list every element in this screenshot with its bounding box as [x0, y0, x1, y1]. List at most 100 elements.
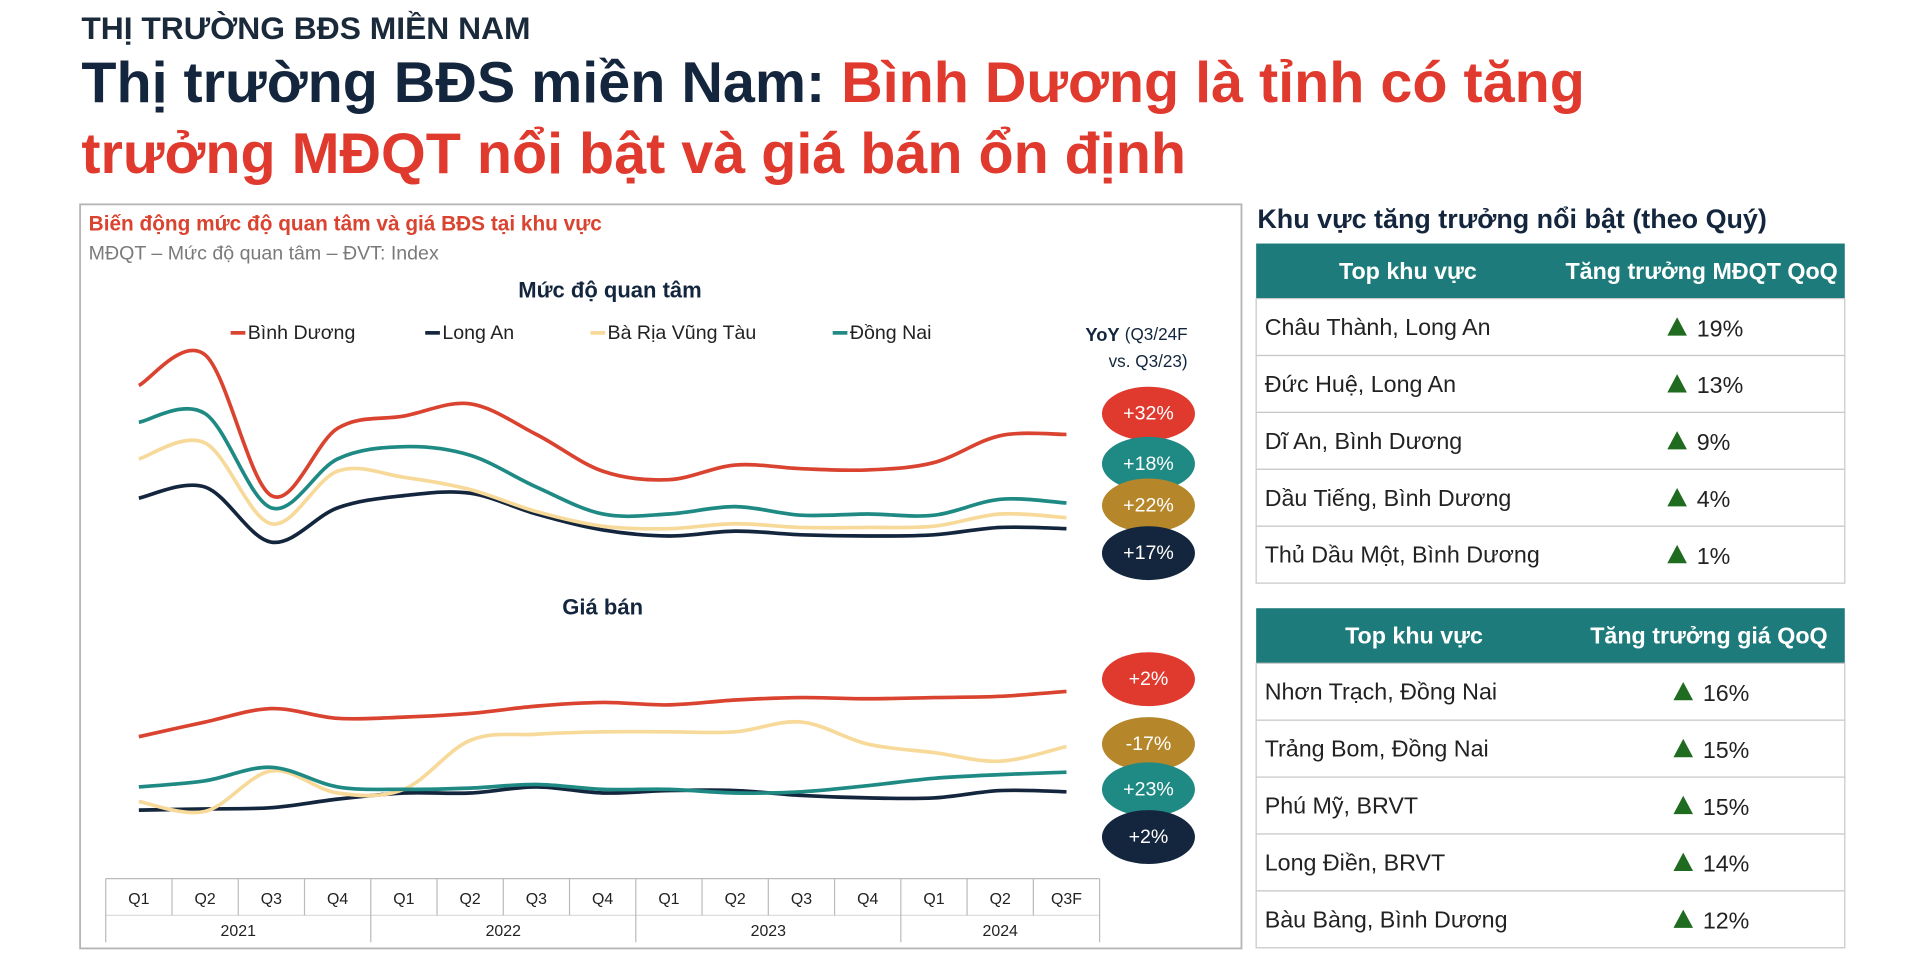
yoy-header-label: YoY: [1085, 324, 1119, 345]
x-tick-label: Q4: [327, 891, 348, 908]
x-tick-label: Q1: [393, 891, 414, 908]
x-tick-label: Q4: [592, 891, 613, 908]
yoy-label: +17%: [1123, 542, 1174, 564]
yoy-label: +2%: [1129, 826, 1169, 848]
yoy-badge: [1101, 762, 1195, 817]
table-header-cell: Tăng trưởng MĐQT QoQ: [1565, 258, 1837, 284]
table-row: [1255, 890, 1846, 949]
panel-frame: [79, 203, 1243, 950]
table-row: [1255, 297, 1846, 357]
table-header: [1256, 608, 1845, 664]
title: Thị trường BĐS miền Nam: Bình Dương là t…: [81, 51, 1585, 115]
x-tick-label: Q2: [460, 891, 481, 908]
yoy-header-note: vs. Q3/23): [1109, 351, 1188, 371]
kicker: THỊ TRƯỜNG BĐS MIỀN NAM: [81, 10, 530, 46]
table-row: [1255, 354, 1846, 414]
title-part: Thị trường BĐS miền Nam:: [81, 51, 841, 115]
table-header-cell: Top khu vực: [1345, 623, 1483, 649]
table-cell: Dầu Tiếng, Bình Dương: [1265, 485, 1512, 511]
table-header: [1256, 243, 1845, 299]
series-line: [138, 689, 1067, 739]
title-part: Bình Dương là tỉnh có tăng: [841, 51, 1585, 115]
up-triangle: [1667, 317, 1687, 336]
yoy-label: +22%: [1123, 494, 1174, 516]
up-triangle: [1667, 374, 1687, 393]
table-header-cell: Top khu vực: [1339, 258, 1477, 284]
table-cell: Trảng Bom, Đồng Nai: [1265, 736, 1489, 762]
x-tick-label: Q3: [526, 891, 547, 908]
yoy-badge: [1101, 436, 1195, 491]
chart-title: Mức độ quan tâm: [518, 278, 702, 303]
table-cell: Bàu Bàng, Bình Dương: [1265, 906, 1508, 932]
yoy-header: YoY (Q3/24F: [1085, 324, 1187, 345]
x-tick-label: Q3F: [1051, 891, 1082, 908]
table-row: [1255, 468, 1846, 527]
series-line: [138, 785, 1067, 812]
table-cell: Nhơn Trạch, Đồng Nai: [1265, 679, 1497, 705]
legend-label: Bà Rịa Vũng Tàu: [608, 322, 757, 344]
x-tick-label: Q2: [195, 891, 216, 908]
up-triangle: [1673, 738, 1694, 758]
x-tick-label: Q1: [128, 891, 149, 908]
x-group-label: 2023: [751, 923, 787, 940]
x-tick-label: Q3: [791, 891, 812, 908]
panel-title: Biến động mức độ quan tâm và giá BĐS tại…: [89, 212, 602, 235]
table-cell: 12%: [1703, 908, 1750, 934]
table-cell: Dĩ An, Bình Dương: [1265, 428, 1463, 454]
table-cell: Thủ Dầu Một, Bình Dương: [1265, 542, 1540, 568]
side-title: Khu vực tăng trưởng nổi bật (theo Quý): [1257, 204, 1767, 234]
x-tick-label: Q1: [658, 891, 679, 908]
table-cell: 1%: [1697, 543, 1731, 569]
yoy-label: +32%: [1123, 403, 1174, 425]
table-cell: 9%: [1697, 429, 1731, 455]
table-cell: 14%: [1703, 851, 1750, 877]
yoy-badge: [1101, 478, 1195, 533]
up-triangle: [1673, 909, 1694, 928]
table-cell: 15%: [1703, 737, 1750, 763]
legend-label: Đồng Nai: [850, 322, 932, 344]
table-row: [1255, 525, 1846, 584]
x-tick-label: Q4: [857, 891, 878, 908]
table-cell: Châu Thành, Long An: [1265, 314, 1491, 340]
table-cell: Long Điền, BRVT: [1265, 849, 1446, 875]
chart-title: Giá bán: [562, 594, 643, 619]
table-cell: 13%: [1697, 372, 1744, 398]
table-header-cell: Tăng trưởng giá QoQ: [1590, 623, 1827, 649]
series-line: [137, 348, 1067, 499]
table-row: [1255, 833, 1846, 892]
yoy-badge: [1101, 386, 1195, 441]
x-tick-label: Q2: [725, 891, 746, 908]
series-line: [138, 765, 1067, 795]
up-triangle: [1667, 487, 1687, 507]
up-triangle: [1673, 795, 1694, 815]
yoy-header-note: (Q3/24F: [1125, 324, 1188, 344]
yoy-label: +2%: [1129, 668, 1169, 690]
table-cell: 4%: [1697, 486, 1731, 512]
panel-subtitle: MĐQT – Mức độ quan tâm – ĐVT: Index: [89, 242, 439, 264]
yoy-badge: [1101, 810, 1195, 864]
x-group-label: 2022: [486, 923, 522, 940]
yoy-label: +23%: [1123, 778, 1174, 800]
up-triangle: [1673, 681, 1694, 701]
table-row: [1255, 411, 1846, 470]
x-tick-label: Q1: [923, 891, 944, 908]
x-tick-label: Q2: [990, 891, 1011, 908]
yoy-label: -17%: [1126, 733, 1172, 755]
title: trưởng MĐQT nổi bật và giá bán ổn định: [81, 122, 1186, 186]
table-row: [1255, 662, 1846, 721]
yoy-badge: [1101, 652, 1195, 707]
legend-label: Long An: [442, 322, 514, 344]
table-cell: Đức Huệ, Long An: [1265, 371, 1456, 397]
table-row: [1255, 776, 1846, 835]
table-cell: 19%: [1697, 315, 1744, 341]
series-line: [138, 483, 1067, 545]
table-cell: 16%: [1703, 680, 1750, 706]
up-triangle: [1667, 544, 1687, 564]
table-cell: Phú Mỹ, BRVT: [1265, 793, 1418, 819]
yoy-label: +18%: [1123, 453, 1174, 475]
table-cell: 15%: [1703, 794, 1750, 820]
yoy-badge: [1101, 717, 1195, 771]
legend-label: Bình Dương: [248, 322, 356, 344]
